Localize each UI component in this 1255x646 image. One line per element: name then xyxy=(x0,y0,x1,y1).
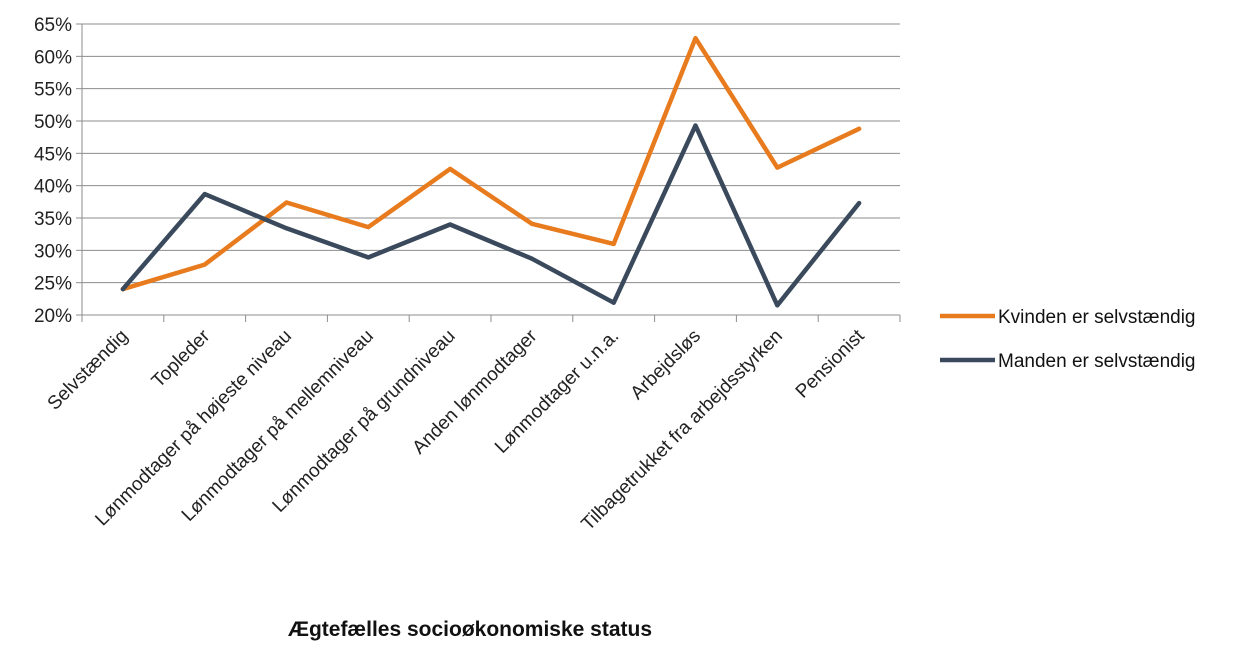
data-point xyxy=(284,200,289,205)
y-tick-label: 50% xyxy=(34,112,72,133)
data-point xyxy=(120,287,125,292)
data-point xyxy=(611,241,616,246)
legend-label: Manden er selvstændig xyxy=(998,351,1196,372)
data-point xyxy=(284,226,289,231)
series-line-manden xyxy=(120,123,862,308)
data-point xyxy=(775,165,780,170)
y-tick-label: 60% xyxy=(34,47,72,68)
y-tick-label: 30% xyxy=(34,241,72,262)
data-point xyxy=(366,255,371,260)
data-point xyxy=(529,221,534,226)
data-point xyxy=(857,201,862,206)
data-point xyxy=(775,303,780,308)
y-axis-ticks: 20% 25% 30% 35% 40% 45% 50% 55% 60% 65% xyxy=(34,15,82,327)
data-point xyxy=(857,126,862,131)
x-tick-label: Pensionist xyxy=(792,325,869,402)
data-point xyxy=(693,36,698,41)
data-point xyxy=(611,300,616,305)
legend: Kvinden er selvstændig Manden er selvstæn… xyxy=(940,307,1196,372)
x-tick-label: Arbejdsløs xyxy=(627,326,705,404)
y-tick-label: 55% xyxy=(34,80,72,101)
y-tick-label: 20% xyxy=(34,306,72,327)
y-tick-label: 40% xyxy=(34,177,72,198)
x-axis xyxy=(81,24,901,322)
series-line-kvinden xyxy=(120,35,862,292)
data-point xyxy=(693,123,698,128)
data-point xyxy=(366,225,371,230)
data-point xyxy=(448,166,453,171)
data-point xyxy=(529,256,534,261)
x-tick-label: Topleder xyxy=(148,325,215,392)
data-point xyxy=(448,222,453,227)
y-tick-label: 35% xyxy=(34,209,72,230)
data-point xyxy=(202,192,207,197)
gridlines xyxy=(82,23,900,316)
y-tick-label: 45% xyxy=(34,144,72,165)
x-axis-label: Ægtefælles socioøkonomiske status xyxy=(288,618,652,641)
series-lines xyxy=(120,35,862,308)
y-tick-label: 25% xyxy=(34,274,72,295)
data-point xyxy=(202,262,207,267)
x-tick-label: Selvstændig xyxy=(44,326,133,415)
legend-label: Kvinden er selvstændig xyxy=(998,307,1196,328)
y-tick-label: 65% xyxy=(34,15,72,36)
